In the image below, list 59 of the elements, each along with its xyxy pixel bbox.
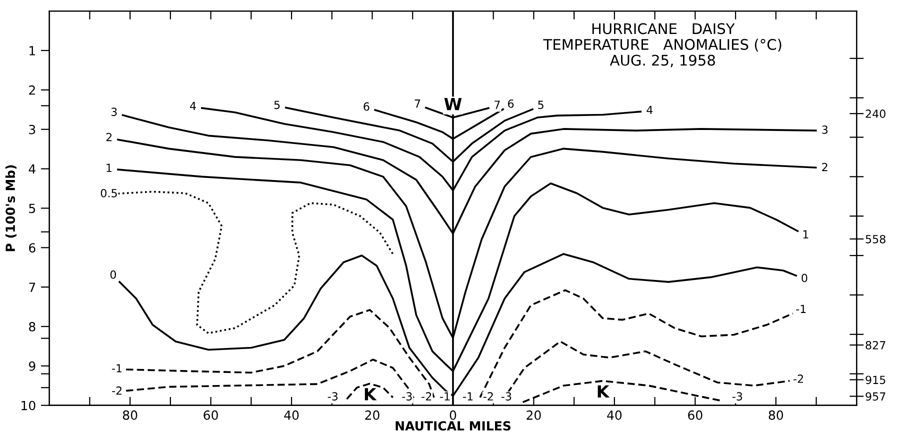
annotation: 4 — [646, 106, 653, 114]
y-tick-label: 7 — [29, 282, 36, 292]
y-tick-label: 1 — [30, 46, 35, 56]
annotation: -1 — [440, 392, 450, 400]
annotation: 5 — [538, 100, 544, 110]
annotation: -3 — [328, 392, 338, 401]
annotation: K — [364, 388, 377, 400]
x-tick-label: 60 — [688, 410, 702, 420]
annotation: 0.5 — [100, 188, 117, 198]
annotation: K — [598, 385, 610, 398]
x-tick-label: 40 — [607, 410, 622, 420]
y2-tick-label: 915 — [866, 376, 886, 384]
y-tick-label: 3 — [29, 124, 36, 134]
annotation: -3 — [501, 392, 512, 401]
annotation: 1 — [106, 164, 112, 172]
annotation: 2 — [822, 162, 828, 172]
annotation: -1 — [112, 364, 122, 372]
annotation: 0 — [110, 270, 116, 279]
y-tick-label: 8 — [29, 322, 36, 332]
annotation: 2 — [106, 132, 112, 142]
annotation: 7 — [494, 100, 500, 109]
y2-tick-label: 240 — [866, 110, 886, 118]
annotation: 3 — [111, 108, 117, 116]
annotation: 0 — [802, 274, 808, 282]
annotation: 6 — [508, 99, 514, 108]
x-tick-label: 0 — [450, 410, 456, 420]
annotation: 6 — [364, 102, 370, 111]
y2-tick-label: 558 — [866, 234, 886, 244]
annotation: -3 — [732, 392, 742, 401]
x-axis-title: NAUTICAL MILES — [396, 421, 510, 431]
y-tick-label: 10 — [22, 400, 36, 410]
annotation: -2 — [794, 374, 803, 383]
y-tick-label: 5 — [29, 204, 36, 214]
y-tick-label: 6 — [29, 243, 36, 253]
annotation: 5 — [274, 100, 280, 110]
annotation: 1 — [803, 230, 808, 238]
x-tick-label: 20 — [526, 410, 541, 420]
y-tick-label: 4 — [28, 164, 36, 174]
annotation: -1 — [463, 392, 473, 400]
annotation: 4 — [190, 102, 196, 110]
y-axis-title: P (100's Mb) — [5, 165, 17, 252]
annotation: -1 — [796, 304, 806, 313]
y2-tick-label: 957 — [866, 392, 886, 401]
y-tick-label: 2 — [29, 85, 35, 95]
annotation: -2 — [422, 392, 432, 400]
x-tick-label: 60 — [204, 410, 218, 420]
x-tick-label: 40 — [284, 410, 299, 420]
annotation: W — [444, 98, 462, 110]
y-tick-label: 9 — [28, 361, 36, 371]
annotation: 3 — [822, 125, 828, 134]
annotation: -2 — [483, 392, 493, 400]
annotation: -2 — [112, 386, 122, 395]
text: HURRICANE DAISY TEMPERATURE ANOMALIES (°C) AUG. 25, 1958 — [543, 23, 782, 68]
x-tick-label: 80 — [122, 410, 138, 420]
x-tick-label: 20 — [365, 410, 380, 420]
y2-tick-label: 827 — [866, 340, 886, 350]
x-tick-label: 80 — [768, 410, 784, 420]
annotation: -3 — [402, 392, 412, 401]
annotation: 7 — [414, 100, 420, 108]
